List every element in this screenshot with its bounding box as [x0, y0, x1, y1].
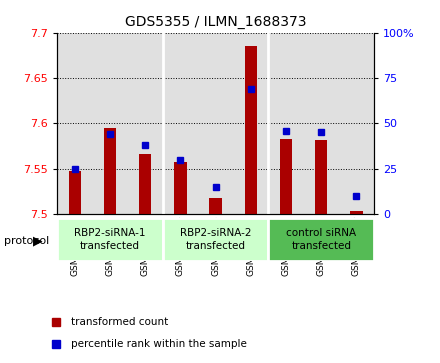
Bar	[268, 218, 374, 261]
Text: ▶: ▶	[33, 235, 43, 248]
Bar	[339, 33, 374, 214]
Text: percentile rank within the sample: percentile rank within the sample	[71, 339, 247, 349]
Bar	[268, 33, 304, 214]
Bar	[104, 128, 116, 214]
Text: control siRNA
transfected: control siRNA transfected	[286, 228, 356, 251]
Bar	[163, 33, 198, 214]
Bar	[139, 154, 151, 214]
Text: protocol: protocol	[4, 236, 50, 246]
Bar	[209, 198, 222, 214]
Bar	[57, 218, 163, 261]
Bar	[245, 46, 257, 214]
Title: GDS5355 / ILMN_1688373: GDS5355 / ILMN_1688373	[125, 15, 306, 29]
Bar	[233, 33, 268, 214]
Bar	[174, 162, 187, 214]
Bar	[198, 33, 233, 214]
Bar	[315, 140, 327, 214]
Text: transformed count: transformed count	[71, 317, 169, 327]
Bar	[57, 33, 92, 214]
Text: RBP2-siRNA-1
transfected: RBP2-siRNA-1 transfected	[74, 228, 146, 251]
Bar	[69, 171, 81, 214]
Bar	[92, 33, 128, 214]
Bar	[280, 139, 292, 214]
Bar	[163, 218, 268, 261]
Bar	[350, 211, 363, 214]
Bar	[128, 33, 163, 214]
Text: RBP2-siRNA-2
transfected: RBP2-siRNA-2 transfected	[180, 228, 251, 251]
Bar	[304, 33, 339, 214]
